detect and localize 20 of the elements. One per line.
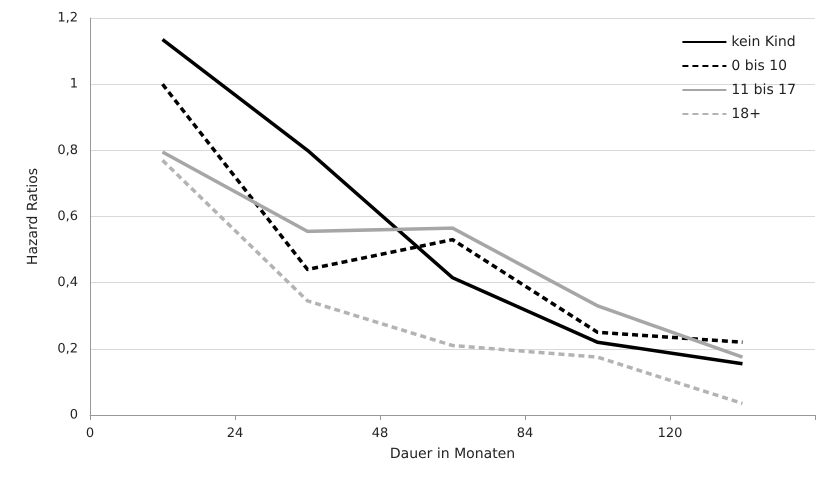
line-series bbox=[160, 158, 744, 406]
y-tick-label: 0,8 bbox=[57, 142, 78, 158]
legend-label: 0 bis 10 bbox=[731, 58, 788, 74]
y-tick-label: 0,4 bbox=[57, 275, 78, 290]
y-tick-label: 1,2 bbox=[57, 10, 78, 26]
x-axis-title: Dauer in Monaten bbox=[390, 446, 516, 462]
y-tick-label: 0,6 bbox=[57, 209, 78, 224]
y-tick-label: 1 bbox=[70, 76, 78, 92]
y-axis-title: Hazard Ratios bbox=[25, 168, 41, 266]
y-tick-label: 0,2 bbox=[57, 341, 78, 356]
text: 0 bbox=[86, 426, 94, 441]
text: 120 bbox=[658, 426, 682, 441]
legend-label: kein Kind bbox=[731, 34, 796, 50]
legend-label: 18+ bbox=[731, 106, 761, 122]
legend-label: 11 bis 17 bbox=[731, 82, 796, 98]
text: 48 bbox=[372, 426, 388, 441]
text: 24 bbox=[226, 426, 244, 441]
y-tick-label: 0 bbox=[70, 408, 78, 422]
line-series bbox=[160, 150, 744, 359]
text: 84 bbox=[516, 426, 534, 441]
